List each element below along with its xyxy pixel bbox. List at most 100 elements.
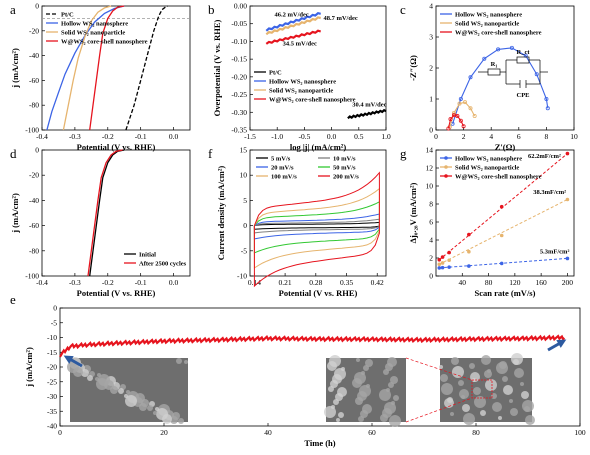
data-point xyxy=(437,258,442,262)
sem-particle xyxy=(383,369,389,375)
data-point xyxy=(534,72,539,77)
y-tick-label: -20 xyxy=(29,26,39,35)
data-point xyxy=(472,114,477,119)
data-point xyxy=(482,56,487,61)
y-tick-label: 0 xyxy=(35,146,39,155)
data-point xyxy=(446,126,451,131)
sem-particle xyxy=(178,418,184,424)
sem-particle xyxy=(393,395,399,401)
x-tick-label: 60 xyxy=(368,428,376,437)
y-tick-label: -60 xyxy=(29,221,39,230)
capacitance-label: 5.3mF/cm² xyxy=(540,249,570,256)
fit-line xyxy=(438,153,568,261)
series-line xyxy=(62,5,112,131)
sem-particle xyxy=(520,382,524,386)
sem-particle xyxy=(514,368,524,378)
x-tick-label: 0.0 xyxy=(169,278,179,287)
y-tick-label: -15 xyxy=(47,348,57,357)
cv-loop xyxy=(253,171,380,288)
x-tick-label: 0.5 xyxy=(354,132,364,141)
sem-particle xyxy=(355,397,363,405)
data-point xyxy=(461,124,466,129)
legend-entry: 10 mV/s xyxy=(333,155,356,162)
y-tick-label: -0.10 xyxy=(231,37,247,46)
sem-particle xyxy=(521,391,529,399)
circuit-label-r1: R₁ xyxy=(491,61,498,68)
sem-particle xyxy=(511,353,523,365)
legend-marker xyxy=(444,165,448,169)
y-tick-label: -0.25 xyxy=(231,90,247,99)
sem-image xyxy=(324,355,406,427)
x-tick-label: 0 xyxy=(434,132,438,141)
panel-a-chart: -0.4 -0.3 -0.2 -0.1 0.0 0 -20 -40 -60 -80 -100 Pote… xyxy=(10,2,191,152)
legend-entry: Pt/C xyxy=(61,11,74,18)
panel-letter-g: g xyxy=(400,146,407,161)
panel-b-chart: -1.5 -1.0 -0.5 0.0 0.5 1.0 0.00 -0.05 -0.10 -0.15… xyxy=(212,2,391,153)
x-axis-title: Potential (V vs. RHE) xyxy=(77,288,156,298)
legend-entry: Hollow WS₂ nanosphere xyxy=(269,78,336,85)
sem-particle xyxy=(525,415,535,425)
y-tick-label: 0 xyxy=(35,2,39,11)
tafel-line xyxy=(265,12,321,32)
sem-particle xyxy=(522,400,534,412)
sem-particle xyxy=(474,396,486,408)
legend-entry: 50 mV/s xyxy=(333,164,356,171)
x-tick-label: 0.0 xyxy=(327,132,337,141)
sem-particle xyxy=(333,399,339,405)
legend-entry: Solid WS₂ nanoparticle xyxy=(455,164,519,171)
data-point xyxy=(440,261,445,265)
x-tick-label: 0 xyxy=(58,428,62,437)
tafel-slope-label: 30.4 mV/dec xyxy=(352,101,386,108)
sem-particle xyxy=(463,413,475,425)
sem-particle xyxy=(330,380,338,388)
x-tick-label: 80 xyxy=(485,278,493,287)
equivalent-circuit: R₁ R_ct CPE xyxy=(478,49,548,99)
x-tick-label: -0.4 xyxy=(36,132,48,141)
x-tick-label: -0.2 xyxy=(102,132,114,141)
y-tick-label: -10 xyxy=(237,272,247,281)
sem-particle xyxy=(139,403,147,411)
data-point xyxy=(457,101,462,106)
data-point xyxy=(447,250,451,255)
y-tick-label: 3 xyxy=(429,33,433,42)
y-tick-label: 10 xyxy=(426,182,434,191)
sem-particle xyxy=(390,376,398,384)
y-tick-label: -5 xyxy=(241,246,247,255)
data-point xyxy=(440,255,445,259)
sem-particle xyxy=(176,358,182,364)
sem-particle xyxy=(439,365,443,369)
legend-marker xyxy=(444,174,448,178)
data-point xyxy=(468,75,473,80)
data-point xyxy=(467,249,471,254)
x-tick-label: -0.1 xyxy=(135,132,147,141)
legend-entry: W@WS₂ core-shell nanosphere xyxy=(455,29,542,36)
x-tick-label: 100 xyxy=(574,428,586,437)
data-point xyxy=(458,118,463,123)
x-tick-label: -1.5 xyxy=(244,132,256,141)
sem-particle xyxy=(335,393,343,401)
y-tick-label: -35 xyxy=(47,407,57,416)
tafel-slope-label: 34.5 mV/dec xyxy=(283,41,317,48)
sem-particle xyxy=(356,358,360,362)
sem-particle xyxy=(480,410,486,416)
sem-particle xyxy=(170,416,178,424)
tafel-line xyxy=(347,108,387,120)
sem-particle xyxy=(440,374,448,382)
legend-entry: 20 mV/s xyxy=(271,164,294,171)
sem-image xyxy=(439,353,535,425)
y-tick-label: -0.35 xyxy=(231,126,247,135)
legend-entry: Initial xyxy=(139,251,156,258)
x-tick-label: 8 xyxy=(545,132,549,141)
panel-g-chart: 40 80 120 160 200 0 2 4 6 8 10 12 14 Scan rate (mV/s)… xyxy=(408,146,575,298)
x-axis-title: Potential (V vs. RHE) xyxy=(279,288,358,298)
data-point xyxy=(437,262,442,267)
y-tick-label: 2 xyxy=(429,254,433,263)
x-tick-label: 40 xyxy=(264,428,272,437)
sem-particle xyxy=(385,363,393,371)
x-tick-label: -0.5 xyxy=(298,132,310,141)
series-line xyxy=(46,5,125,131)
y-tick-label: 14 xyxy=(426,146,434,155)
sem-particle xyxy=(73,367,83,377)
